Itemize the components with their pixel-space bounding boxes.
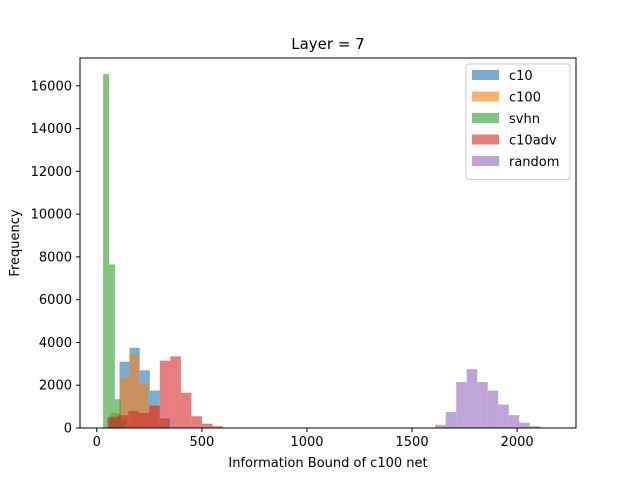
axes-layer: 0 500 1000 1500 2000 0 2000 4000 6000 8000 10000 12…	[31, 57, 577, 450]
bar-svhn-1	[109, 264, 115, 428]
bars-layer	[103, 74, 541, 428]
x-tick-label-0: 0	[93, 435, 101, 450]
y-tick-label-0: 0	[64, 422, 72, 437]
y-tick-label-6000: 6000	[39, 293, 72, 308]
bar-c10adv-8	[191, 416, 202, 428]
chart-title: Layer = 7	[291, 35, 364, 53]
y-tick-label-12000: 12000	[31, 165, 72, 180]
legend-swatch-c10adv	[472, 134, 499, 145]
bar-random-3	[466, 369, 478, 428]
x-tick-label-1500: 1500	[396, 435, 429, 450]
bar-c10adv-10	[212, 426, 223, 428]
legend: c10 c100 svhn c10adv random	[465, 63, 571, 180]
bar-random-5	[487, 390, 499, 428]
bar-random-7	[508, 415, 520, 428]
y-tick-label-8000: 8000	[39, 250, 72, 265]
legend-label-random: random	[509, 155, 559, 170]
bar-svhn-2	[114, 399, 121, 428]
legend-swatch-c10	[472, 70, 499, 80]
y-tick-label-10000: 10000	[31, 208, 72, 223]
bar-random-8	[519, 422, 530, 428]
bar-c100-1	[119, 377, 130, 428]
bar-c10adv-4	[149, 405, 160, 428]
bar-c10adv-0	[107, 417, 118, 428]
legend-label-c10: c10	[509, 69, 533, 84]
y-axis-label: Frequency	[8, 209, 23, 276]
legend-label-c100: c100	[509, 91, 541, 106]
bar-random-0	[435, 424, 446, 428]
y-tick-label-14000: 14000	[31, 122, 72, 137]
bar-svhn-0	[103, 74, 109, 428]
bar-c10adv-6	[170, 356, 181, 428]
bar-random-1	[445, 411, 457, 428]
x-tick-label-1000: 1000	[290, 435, 323, 450]
x-tick-label-2000: 2000	[501, 435, 534, 450]
legend-swatch-c100	[472, 91, 499, 102]
bar-random-4	[477, 382, 488, 428]
bar-c10adv-9	[201, 423, 213, 428]
legend-label-c10adv: c10adv	[509, 134, 557, 149]
bar-c10adv-3	[138, 413, 150, 428]
bar-random-9	[529, 426, 541, 428]
bar-c10adv-2	[128, 410, 139, 428]
bar-c100-3	[138, 383, 149, 428]
legend-label-svhn: svhn	[509, 112, 540, 127]
legend-swatch-random	[472, 156, 499, 166]
bar-c10adv-5	[159, 360, 171, 428]
y-tick-label-4000: 4000	[39, 336, 72, 351]
y-tick-label-16000: 16000	[31, 79, 72, 94]
x-axis-label: Information Bound of c100 net	[228, 456, 427, 471]
bar-random-2	[456, 382, 467, 428]
bar-random-6	[498, 404, 509, 428]
bar-c10adv-1	[117, 415, 129, 428]
plot-frame	[79, 57, 577, 429]
x-tick-label-500: 500	[189, 435, 214, 450]
legend-swatch-svhn	[472, 113, 499, 123]
bar-c10adv-7	[180, 392, 192, 428]
y-tick-label-2000: 2000	[39, 379, 72, 394]
bar-c100-2	[129, 354, 139, 428]
